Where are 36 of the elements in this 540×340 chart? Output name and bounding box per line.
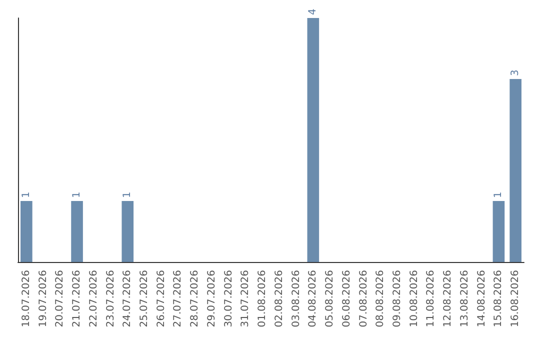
x-tick-label: 09.08.2026 [392, 270, 403, 328]
x-tick-label: 24.07.2026 [122, 270, 134, 328]
x-tick-label: 01.08.2026 [257, 270, 268, 328]
x-tick-label: 04.08.2026 [308, 270, 319, 328]
x-tick-label: 07.08.2026 [358, 270, 370, 328]
x-tick-label: 05.08.2026 [324, 270, 336, 328]
data-label: 3 [510, 70, 522, 76]
data-label: 1 [20, 192, 32, 198]
x-tick-label: 27.07.2026 [172, 270, 184, 328]
x-tick-label: 26.07.2026 [156, 270, 167, 328]
x-tick-label: 19.07.2026 [38, 270, 49, 328]
x-tick-label: 08.08.2026 [375, 270, 386, 328]
x-tick-label: 16.08.2026 [510, 270, 522, 328]
data-label: 1 [72, 192, 83, 198]
x-tick-label: 31.07.2026 [240, 270, 252, 328]
x-tick-label: 21.07.2026 [72, 270, 83, 328]
x-tick-label: 13.08.2026 [459, 270, 470, 328]
x-tick-label: 28.07.2026 [190, 270, 201, 328]
x-tick-label: 02.08.2026 [274, 270, 285, 328]
x-tick-label: 22.07.2026 [88, 270, 100, 328]
data-label: 1 [122, 192, 134, 198]
x-tick-label: 29.07.2026 [206, 270, 218, 328]
x-tick-label: 23.07.2026 [105, 270, 116, 328]
x-tick-label: 30.07.2026 [223, 270, 234, 328]
x-tick-label: 12.08.2026 [442, 270, 454, 328]
x-tick-label: 25.07.2026 [139, 270, 150, 328]
data-label: 1 [493, 192, 504, 198]
data-label: 4 [308, 8, 319, 15]
x-tick-label: 06.08.2026 [341, 270, 352, 328]
x-tick-label: 18.07.2026 [20, 270, 32, 328]
x-tick-label: 03.08.2026 [290, 270, 302, 328]
x-tick-label: 10.08.2026 [408, 270, 420, 328]
x-tick-label: 20.07.2026 [54, 270, 66, 328]
x-tick-label: 15.08.2026 [493, 270, 504, 328]
x-tick-label: 11.08.2026 [426, 270, 437, 328]
x-tick-label: 14.08.2026 [476, 270, 488, 328]
